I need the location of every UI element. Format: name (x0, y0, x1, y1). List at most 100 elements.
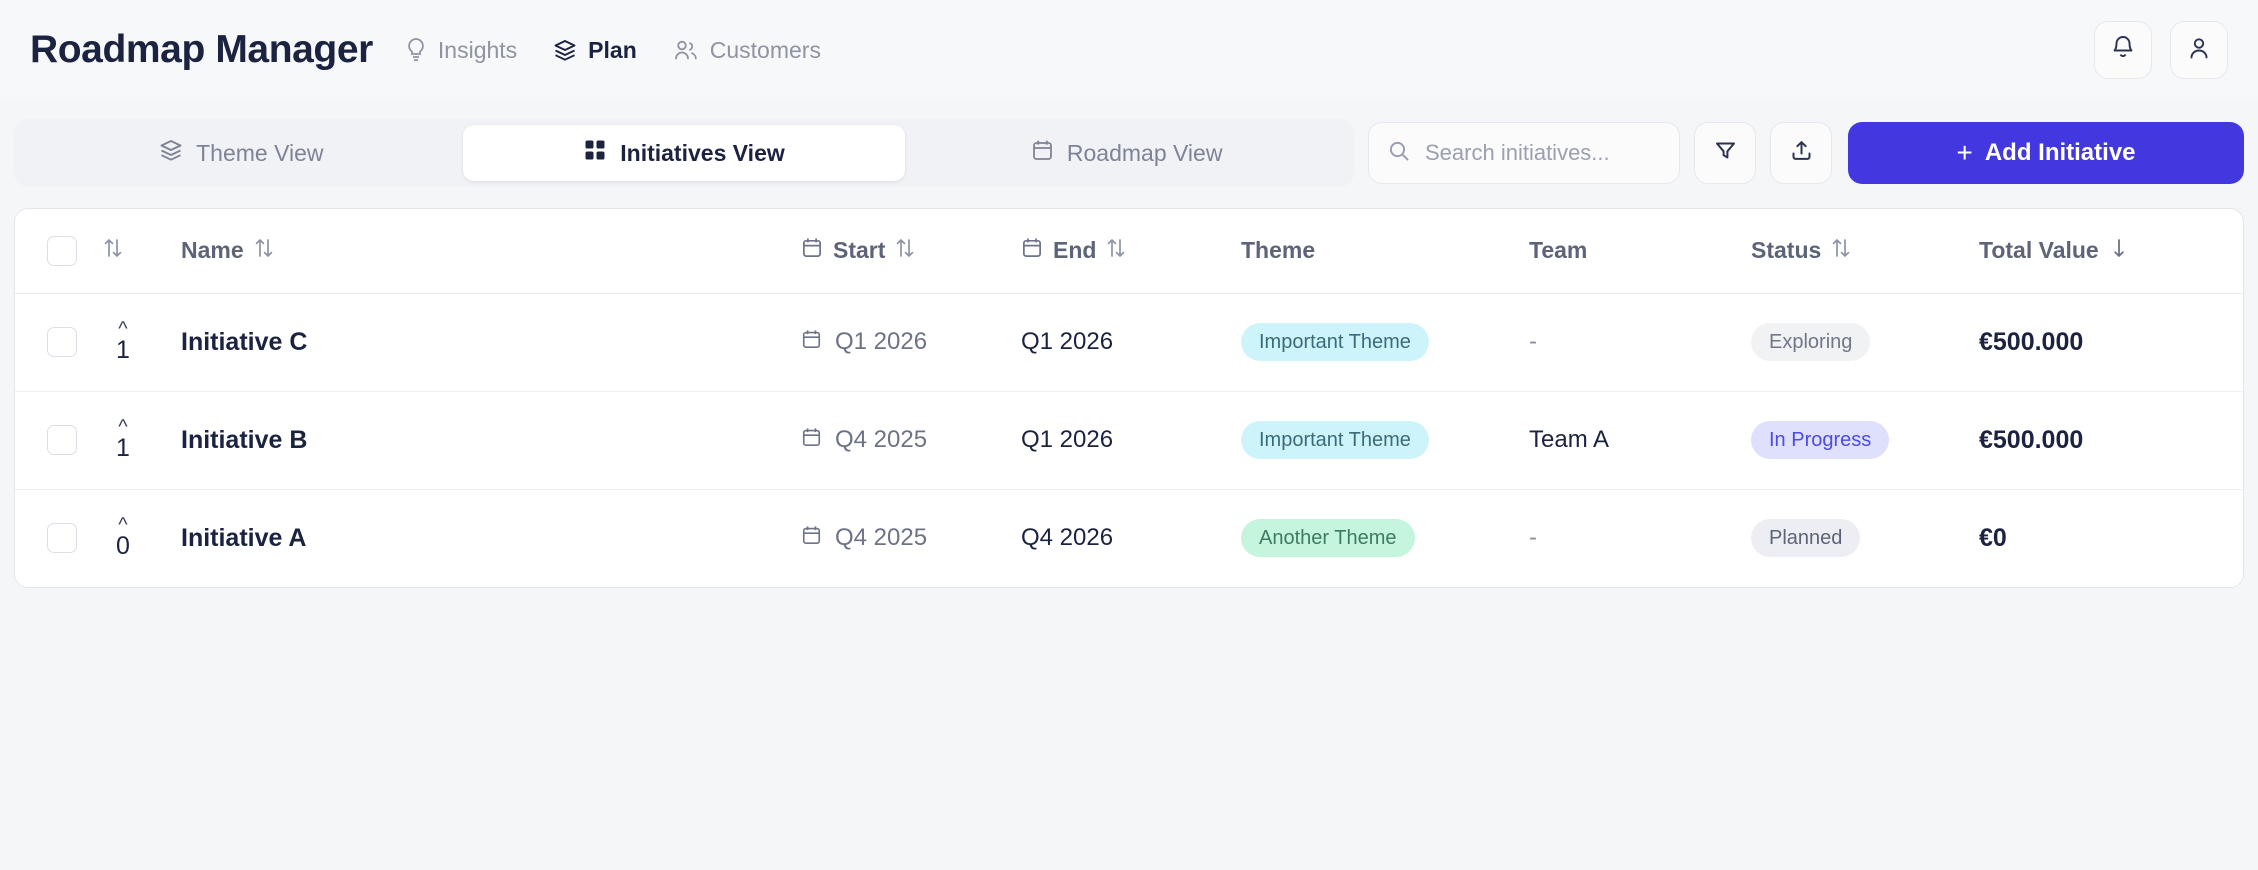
add-initiative-button[interactable]: + Add Initiative (1848, 122, 2244, 184)
nav-item-label: Customers (709, 36, 821, 63)
export-button[interactable] (1770, 122, 1832, 184)
row-end-cell: Q1 2026 (1021, 391, 1241, 490)
header-actions (2094, 21, 2228, 79)
column-end-label: End (1053, 237, 1097, 264)
search-container[interactable] (1368, 122, 1680, 184)
row-end-cell: Q1 2026 (1021, 293, 1241, 392)
layers-icon (159, 138, 183, 168)
add-initiative-label: Add Initiative (1984, 139, 2136, 166)
row-name-cell: Initiative B (181, 391, 801, 490)
select-all-checkbox[interactable] (47, 235, 77, 266)
initiatives-table: Name (15, 209, 2243, 587)
table-row[interactable]: ^ 1 Initiative C Q (15, 293, 2243, 392)
nav-item-label: Insights (437, 36, 518, 63)
sort-desc-icon[interactable] (2109, 237, 2129, 265)
row-checkbox[interactable] (47, 523, 77, 554)
sort-icon[interactable] (895, 237, 915, 265)
tab-initiatives-view[interactable]: Initiatives View (462, 125, 906, 181)
search-input[interactable] (1425, 140, 1661, 166)
row-votes-cell: ^ 0 (103, 489, 181, 587)
row-checkbox[interactable] (47, 327, 77, 357)
column-name[interactable]: Name (181, 209, 801, 294)
tab-roadmap-view[interactable]: Roadmap View (905, 125, 1348, 181)
row-status-cell: Exploring (1751, 293, 1979, 392)
theme-badge: Another Theme (1241, 519, 1415, 558)
start-date: Q4 2025 (835, 524, 928, 552)
row-value-cell: €0 (1979, 489, 2243, 587)
chevron-up-icon[interactable]: ^ (118, 416, 128, 438)
grid-icon (583, 138, 607, 168)
notifications-button[interactable] (2094, 21, 2152, 79)
bell-icon (2110, 34, 2136, 67)
table-row[interactable]: ^ 1 Initiative B Q (15, 391, 2243, 490)
nav-item-insights[interactable]: Insights (405, 37, 517, 64)
status-badge: In Progress (1751, 421, 1890, 459)
row-votes-cell: ^ 1 (103, 391, 181, 490)
nav-item-customers[interactable]: Customers (673, 37, 821, 64)
team-value: - (1529, 524, 1537, 552)
main-nav: Insights Plan Customers (405, 37, 821, 64)
calendar-icon (801, 236, 823, 265)
chevron-up-icon[interactable]: ^ (118, 514, 128, 537)
row-name-cell: Initiative A (181, 489, 801, 587)
column-status[interactable]: Status (1751, 209, 1979, 294)
tab-label: Roadmap View (1066, 139, 1223, 166)
upvote-control[interactable]: ^ 0 (103, 514, 143, 561)
sort-icon[interactable] (254, 237, 274, 265)
nav-item-plan[interactable]: Plan (553, 37, 637, 64)
row-select-cell (15, 293, 103, 392)
row-name-cell: Initiative C (181, 293, 801, 392)
upvote-control[interactable]: ^ 1 (103, 318, 143, 363)
users-icon (673, 38, 699, 62)
column-total-value-label: Total Value (1979, 237, 2099, 264)
user-icon (2186, 34, 2212, 67)
row-select-cell (15, 391, 103, 490)
total-value: €0 (1979, 523, 2007, 552)
lightbulb-icon (405, 37, 427, 63)
column-start[interactable]: Start (801, 209, 1021, 294)
upvote-control[interactable]: ^ 1 (103, 416, 143, 461)
sort-icon[interactable] (103, 237, 123, 265)
column-votes[interactable] (103, 209, 181, 294)
total-value: €500.000 (1979, 327, 2084, 356)
tab-theme-view[interactable]: Theme View (20, 125, 463, 181)
column-name-label: Name (181, 237, 244, 264)
row-end-cell: Q4 2026 (1021, 489, 1241, 587)
initiative-name[interactable]: Initiative B (181, 425, 308, 454)
status-badge: Exploring (1751, 323, 1871, 361)
start-date: Q1 2026 (835, 328, 928, 355)
initiative-name[interactable]: Initiative A (181, 523, 307, 552)
chevron-up-icon[interactable]: ^ (118, 318, 128, 340)
row-start-cell: Q4 2025 (801, 391, 1021, 490)
column-theme-label: Theme (1241, 237, 1316, 264)
filter-button[interactable] (1694, 122, 1756, 184)
row-theme-cell: Important Theme (1241, 391, 1529, 490)
status-badge: Planned (1751, 519, 1861, 558)
row-start-cell: Q1 2026 (801, 293, 1021, 392)
row-votes-cell: ^ 1 (103, 293, 181, 392)
column-select (15, 209, 103, 294)
column-total-value[interactable]: Total Value (1979, 209, 2243, 294)
row-checkbox[interactable] (47, 425, 77, 455)
row-status-cell: In Progress (1751, 391, 1979, 490)
row-theme-cell: Important Theme (1241, 293, 1529, 392)
column-start-label: Start (833, 237, 886, 264)
initiative-name[interactable]: Initiative C (181, 327, 308, 356)
column-theme: Theme (1241, 209, 1529, 294)
end-date: Q1 2026 (1021, 328, 1114, 355)
row-start-cell: Q4 2025 (801, 489, 1021, 587)
account-button[interactable] (2170, 21, 2228, 79)
start-date: Q4 2025 (835, 426, 928, 453)
row-value-cell: €500.000 (1979, 293, 2243, 392)
column-end[interactable]: End (1021, 209, 1241, 294)
table-header-row: Name (15, 209, 2243, 294)
nav-item-label: Plan (588, 36, 637, 63)
row-select-cell (15, 489, 103, 587)
table-header: Name (15, 209, 2243, 294)
upload-icon (1789, 138, 1814, 168)
sort-icon[interactable] (1831, 237, 1851, 265)
table-row[interactable]: ^ 0 Initiative A Q (15, 489, 2243, 587)
sort-icon[interactable] (1106, 237, 1126, 265)
row-team-cell: - (1529, 293, 1751, 392)
vote-count: 0 (116, 532, 130, 561)
